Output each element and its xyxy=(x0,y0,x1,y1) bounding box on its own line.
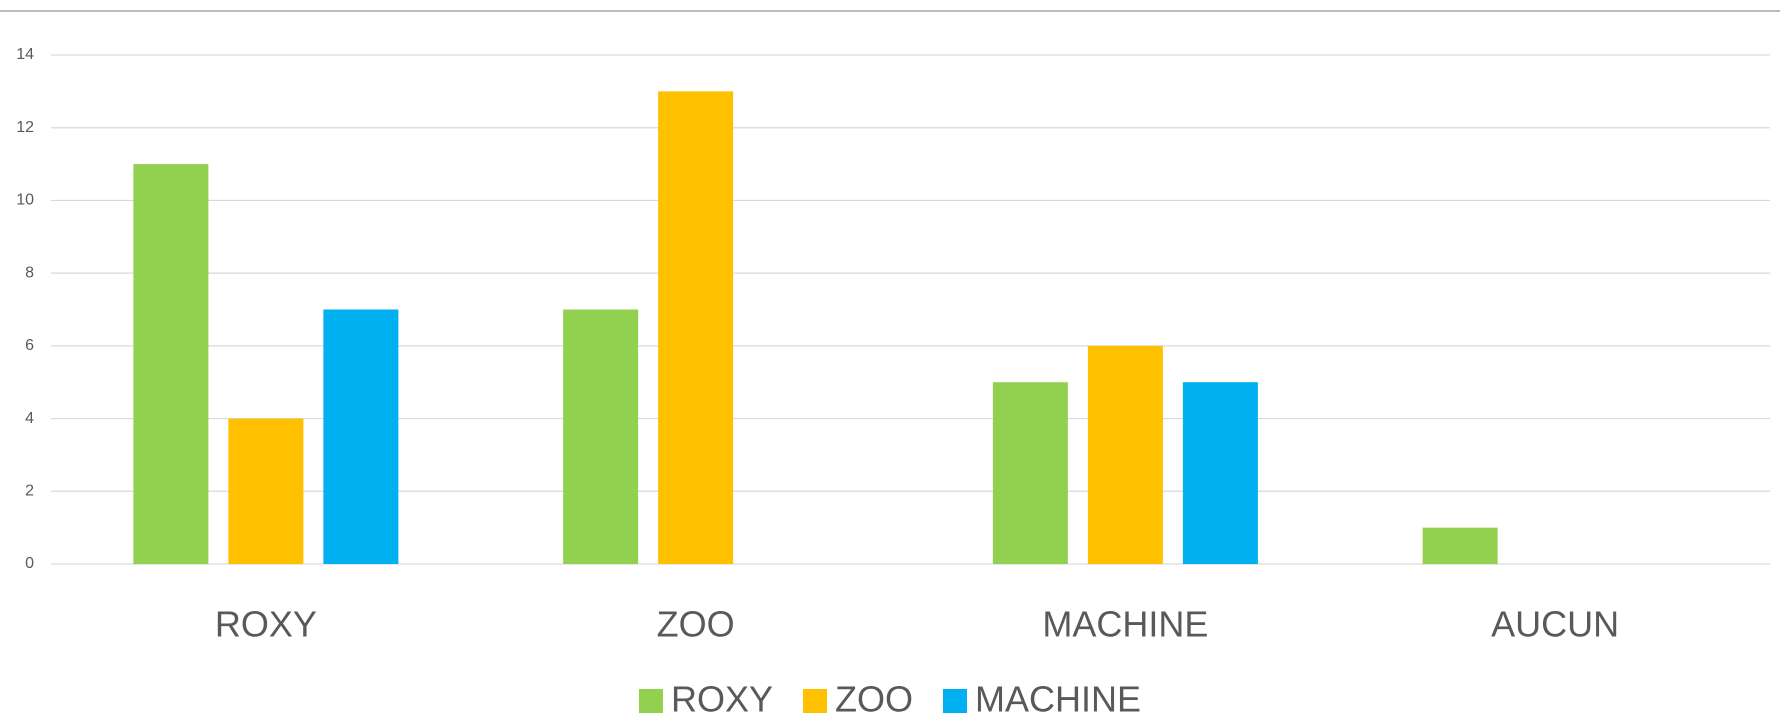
x-tick-label: ZOO xyxy=(657,604,735,645)
y-tick-label: 12 xyxy=(16,119,34,136)
y-tick-label: 4 xyxy=(25,410,34,427)
x-tick-label: AUCUN xyxy=(1491,604,1619,645)
bar xyxy=(323,309,399,564)
legend-label: ZOO xyxy=(835,679,913,720)
bar xyxy=(1422,527,1498,564)
x-tick-label: MACHINE xyxy=(1042,604,1208,645)
bar xyxy=(563,309,639,564)
bar xyxy=(658,91,734,564)
y-tick-label: 2 xyxy=(25,483,34,500)
bar xyxy=(133,164,209,565)
legend-swatch xyxy=(638,689,663,713)
y-tick-label: 10 xyxy=(16,192,34,209)
y-tick-label: 14 xyxy=(16,46,34,63)
bar xyxy=(1182,382,1258,564)
legend-label: ROXY xyxy=(671,679,773,720)
legend-swatch xyxy=(943,689,968,713)
y-tick-label: 0 xyxy=(25,555,34,572)
bar xyxy=(228,418,304,564)
bar xyxy=(992,382,1068,564)
legend-label: MACHINE xyxy=(975,679,1141,720)
legend-swatch xyxy=(803,689,828,713)
bar xyxy=(1087,345,1163,564)
y-tick-label: 6 xyxy=(25,337,34,354)
x-tick-label: ROXY xyxy=(215,604,317,645)
y-tick-label: 8 xyxy=(25,264,34,281)
